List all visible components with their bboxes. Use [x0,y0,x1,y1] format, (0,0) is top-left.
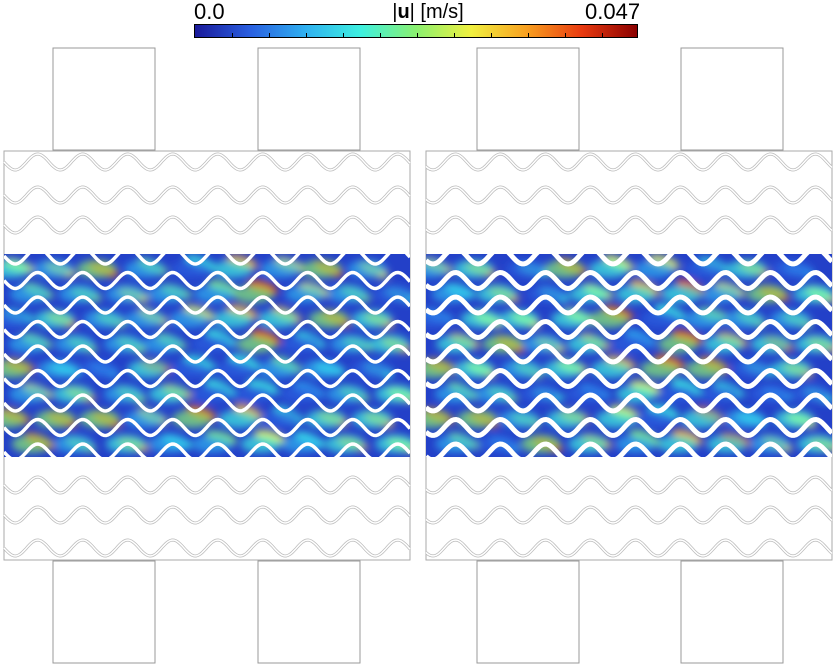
plate-wall [4,319,410,340]
outlet-box [52,560,156,664]
plate-wall [4,295,410,315]
outlet-box [680,560,784,664]
plate-wall [426,343,832,365]
plate-wall [426,367,832,390]
colorbar-max-label: 0.047 [585,0,641,24]
colorbar-tick [454,33,455,37]
colorbar-title-prefix: | [392,1,398,23]
plate-wall [426,416,832,439]
plate-wall [4,254,410,266]
inlet-box [52,47,156,151]
colorbar-min-label: 0.0 [194,0,225,24]
inlet-box [257,47,361,151]
colorbar-title: |u| [m/s] [368,0,488,24]
outlet-box [257,560,361,664]
plate-wall [426,294,832,316]
colorbar-tick [306,33,307,37]
plate-wall [4,442,410,457]
plate-wall [426,441,832,457]
panels-group [2,47,834,664]
colorbar-tick [417,33,418,37]
outlet-box [476,560,580,664]
colorbar-title-var: u [397,1,410,23]
plate-wall [4,393,410,413]
inlet-box [680,47,784,151]
colorbar-tick [380,33,381,37]
colorbar-tick [343,33,344,37]
colorbar-tick [269,33,270,37]
right-domain [425,47,834,664]
colorbar [194,24,638,38]
plate-wall [4,417,410,438]
inlet-box [476,47,580,151]
plate-wall [426,392,832,414]
velocity-field [426,254,832,457]
plate-wall [4,368,410,389]
colorbar-tick [528,33,529,37]
plate-wall [426,269,832,292]
colorbar-title-suffix: | [m/s] [409,1,464,23]
colorbar-tick [232,33,233,37]
plate-wall [4,270,410,291]
colorbar-tick [491,33,492,37]
colorbar-tick [565,33,566,37]
velocity-field [4,254,410,457]
plate-wall [426,318,832,341]
colorbar-tick [602,33,603,37]
plate-wall [4,344,410,364]
left-domain [2,47,412,664]
